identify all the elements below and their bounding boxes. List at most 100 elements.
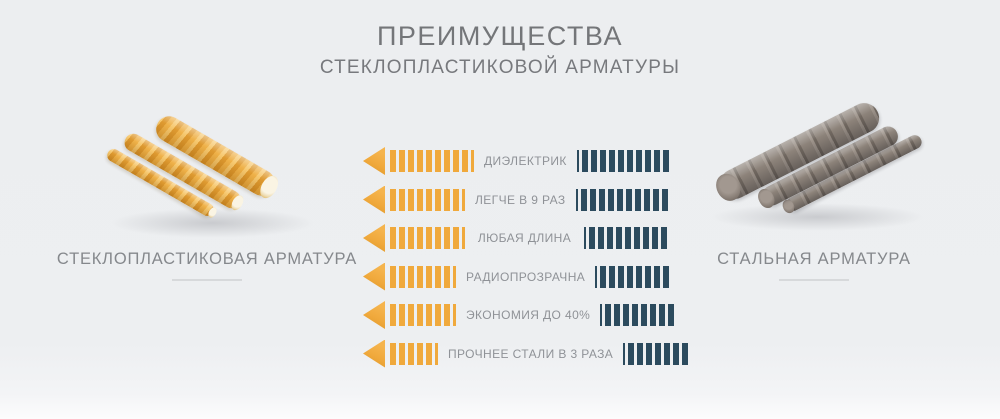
orange-segment [408, 150, 414, 172]
arrowhead-icon [363, 224, 385, 252]
orange-segment [408, 304, 414, 326]
orange-segment [408, 342, 414, 365]
orange-segment [417, 304, 423, 326]
title-block: ПРЕИМУЩЕСТВА СТЕКЛОПЛАСТИКОВОЙ АРМАТУРЫ [0, 21, 1000, 79]
orange-segment [417, 188, 423, 211]
navy-segment [625, 227, 631, 249]
navy-segment [616, 188, 623, 211]
arrowhead-icon [363, 262, 385, 291]
page-title: ПРЕИМУЩЕСТВА [376, 21, 623, 51]
orange-segment [444, 304, 450, 326]
advantage-row: ДИЭЛЕКТРИК [363, 147, 669, 175]
orange-segment [471, 150, 474, 172]
advantage-label: ПРОЧНЕЕ СТАЛИ В 3 РАЗА [448, 346, 614, 361]
orange-segment [399, 188, 405, 211]
steel-rebar-image [695, 97, 965, 238]
arrowhead-icon [363, 185, 385, 214]
navy-bars [576, 150, 669, 172]
navy-segment [650, 304, 657, 326]
navy-segment [616, 227, 622, 249]
navy-segment [664, 342, 671, 365]
fiberglass-label: СТЕКЛОПЛАСТИКОВАЯ АРМАТУРА [56, 250, 358, 268]
advantage-label: РАДИОПРОЗРАЧНА [466, 269, 586, 284]
orange-segment [444, 188, 450, 211]
orange-segment [390, 150, 396, 172]
orange-segment [399, 150, 405, 172]
orange-segment [462, 188, 465, 211]
advantage-row: ПРОЧНЕЕ СТАЛИ В 3 РАЗА [363, 339, 689, 368]
arrow-left-icon [363, 339, 438, 368]
navy-segment [608, 150, 615, 172]
page-subtitle: СТЕКЛОПЛАСТИКОВОЙ АРМАТУРЫ [319, 56, 681, 78]
shadow [710, 203, 925, 231]
arrowhead-icon [363, 301, 385, 329]
navy-segment [652, 188, 659, 211]
orange-segment [435, 342, 438, 365]
orange-segment [453, 304, 456, 326]
navy-segment [618, 265, 625, 288]
navy-bars [600, 304, 675, 326]
navy-segment [600, 304, 603, 326]
navy-segment [682, 342, 689, 365]
navy-segment [627, 265, 634, 288]
orange-segment [408, 227, 414, 249]
orange-segment [417, 150, 423, 172]
navy-segment [661, 188, 668, 211]
navy-segment [581, 150, 588, 172]
fiberglass-rebar-image [95, 110, 320, 245]
arrow-stripes [387, 304, 456, 326]
arrow-stripes [387, 265, 456, 288]
navy-segment [628, 342, 635, 365]
navy-segment [652, 227, 658, 249]
orange-segment [435, 265, 441, 288]
orange-segment [399, 265, 405, 288]
orange-segment [390, 188, 396, 211]
arrow-stripes [387, 227, 465, 249]
orange-segment [417, 265, 423, 288]
orange-segment [453, 265, 456, 288]
orange-segment [399, 304, 405, 326]
navy-segment [644, 150, 651, 172]
navy-bars [623, 342, 689, 365]
navy-segment [654, 265, 661, 288]
navy-segment [623, 342, 626, 365]
navy-segment [635, 150, 642, 172]
advantage-label: ЛЕГЧЕ В 9 РАЗ [475, 192, 566, 207]
navy-segment [626, 150, 633, 172]
navy-bars [575, 188, 668, 211]
navy-segment [617, 150, 624, 172]
arrow-left-icon [363, 147, 474, 175]
navy-segment [600, 265, 607, 288]
arrow-left-icon [363, 224, 465, 252]
navy-segment [645, 265, 652, 288]
steel-label: СТАЛЬНАЯ АРМАТУРА [717, 250, 911, 268]
divider [172, 279, 242, 281]
navy-segment [576, 150, 579, 172]
advantage-row: РАДИОПРОЗРАЧНА [363, 262, 670, 291]
navy-segment [623, 304, 630, 326]
orange-segment [444, 227, 450, 249]
navy-segment [609, 265, 616, 288]
orange-segment [453, 150, 459, 172]
navy-segment [636, 265, 643, 288]
navy-segment [643, 227, 649, 249]
navy-bars [595, 265, 670, 288]
navy-segment [607, 188, 614, 211]
navy-segment [584, 227, 586, 249]
navy-segment [662, 150, 669, 172]
orange-segment [435, 188, 441, 211]
arrow-left-icon [363, 185, 465, 214]
navy-segment [590, 150, 597, 172]
arrow-left-icon [363, 301, 456, 329]
navy-segment [655, 342, 662, 365]
orange-segment [390, 227, 396, 249]
orange-segment [399, 227, 405, 249]
orange-segment [435, 227, 441, 249]
advantage-label: ДИЭЛЕКТРИК [484, 154, 567, 168]
orange-segment [426, 265, 432, 288]
orange-segment [390, 304, 396, 326]
orange-segment [444, 150, 450, 172]
advantage-row: ЭКОНОМИЯ ДО 40% [363, 301, 675, 329]
orange-segment [426, 150, 432, 172]
